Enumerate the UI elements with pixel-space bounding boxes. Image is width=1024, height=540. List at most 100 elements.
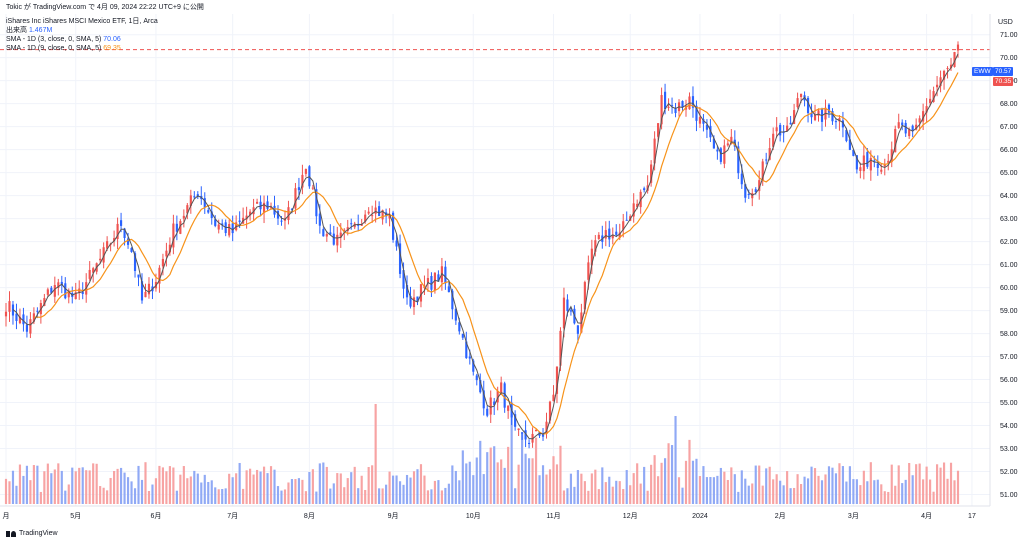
- candle-body: [290, 208, 294, 210]
- volume-bar: [43, 471, 46, 504]
- price-tick-label: 57.00: [1000, 354, 1018, 361]
- candle-body: [618, 232, 621, 238]
- volume-bar: [810, 466, 813, 504]
- volume-bar: [674, 416, 677, 504]
- volume-bar: [266, 473, 269, 504]
- candle-body: [262, 202, 266, 213]
- price-tick-label: 71.00: [1000, 32, 1018, 39]
- price-tick-label: 67.00: [1000, 124, 1018, 131]
- candle-body: [437, 274, 440, 282]
- volume-bar: [489, 447, 492, 504]
- volume-bar: [486, 452, 489, 504]
- volume-bar: [942, 462, 946, 504]
- sma9-legend[interactable]: SMA - 1D (9, close, 0, SMA, 5) 69.35: [6, 44, 121, 53]
- volume-bar: [894, 485, 897, 504]
- candle-body: [46, 289, 49, 295]
- volume-bar: [186, 478, 189, 504]
- volume-bar: [545, 474, 548, 504]
- volume-bar: [133, 488, 137, 504]
- volume-bar: [409, 477, 412, 504]
- candle-body: [245, 215, 248, 220]
- candle-body: [144, 291, 147, 298]
- candle-body: [113, 238, 116, 242]
- price-tick-label: 56.00: [1000, 377, 1018, 384]
- candle-body: [259, 201, 262, 210]
- volume-bar: [245, 470, 248, 504]
- price-tick-label: 70.00: [1000, 55, 1018, 62]
- volume-bar: [71, 467, 74, 504]
- candle-body: [859, 167, 862, 172]
- volume-bar: [444, 487, 447, 504]
- volume-bar: [775, 474, 778, 504]
- volume-bar: [57, 463, 60, 504]
- volume-bar: [207, 481, 210, 504]
- volume-bar: [796, 474, 799, 504]
- candle-body: [186, 205, 189, 214]
- last-price-badge: 70.57: [993, 67, 1014, 76]
- candle-body: [304, 169, 307, 174]
- candle-body: [873, 160, 876, 162]
- candle-body: [416, 296, 419, 303]
- candle-body: [541, 434, 545, 437]
- volume-bar: [772, 479, 775, 504]
- volume-bar: [255, 469, 259, 504]
- candle-body: [447, 286, 450, 293]
- candle-body: [106, 241, 109, 249]
- candle-body: [604, 230, 607, 239]
- candle-body: [712, 138, 715, 149]
- candle-body: [552, 394, 555, 402]
- candle-body: [587, 262, 590, 280]
- tradingview-watermark[interactable]: TradingView: [6, 530, 58, 537]
- candle-body: [32, 313, 35, 322]
- candle-body: [81, 291, 84, 294]
- volume-bar: [475, 457, 478, 504]
- candle-body: [193, 196, 196, 198]
- volume-bar: [461, 450, 464, 504]
- candle-body: [130, 247, 133, 252]
- candle-body: [594, 240, 597, 252]
- candle-body: [702, 119, 705, 124]
- volume-bar: [768, 466, 771, 504]
- volume-bar: [242, 488, 245, 504]
- volume-bar: [786, 471, 789, 504]
- volume-bar: [273, 469, 276, 504]
- volume-bar: [650, 464, 653, 504]
- sma3-legend[interactable]: SMA - 1D (3, close, 0, SMA, 5) 70.06: [6, 35, 121, 44]
- volume-bar: [419, 464, 423, 504]
- candle-body: [754, 189, 757, 193]
- volume-bar: [524, 453, 527, 504]
- sma3-value: 70.06: [103, 36, 121, 43]
- candle-body: [562, 297, 566, 329]
- candle-body: [350, 223, 353, 225]
- price-tick-label: 58.00: [1000, 331, 1018, 338]
- candle-body: [765, 159, 768, 161]
- candle-body: [8, 301, 11, 312]
- volume-bar: [15, 485, 18, 504]
- volume-bar: [329, 488, 332, 504]
- volume-bar: [632, 473, 635, 504]
- volume-bar: [500, 459, 503, 504]
- volume-bar: [744, 478, 747, 504]
- volume-bar: [538, 475, 541, 504]
- volume-bar: [677, 477, 681, 504]
- volume-bar: [465, 463, 468, 504]
- candle-body: [880, 169, 883, 172]
- volume-bar: [862, 470, 865, 504]
- sma3-line: [12, 53, 959, 440]
- volume-bar: [841, 466, 845, 504]
- volume-bar: [779, 480, 782, 504]
- volume-bar: [339, 473, 342, 504]
- candle-body: [36, 310, 39, 312]
- volume-bar: [747, 485, 750, 504]
- candle-body: [730, 136, 733, 144]
- candle-body: [99, 258, 102, 261]
- volume-bar: [447, 483, 450, 504]
- volume-legend[interactable]: 出来高 1.467M: [6, 26, 52, 35]
- candle-body: [343, 229, 346, 231]
- volume-bar: [454, 470, 457, 504]
- candle-body: [451, 290, 454, 310]
- volume-bar: [102, 487, 105, 504]
- candle-body: [949, 64, 953, 69]
- volume-bar: [437, 480, 440, 504]
